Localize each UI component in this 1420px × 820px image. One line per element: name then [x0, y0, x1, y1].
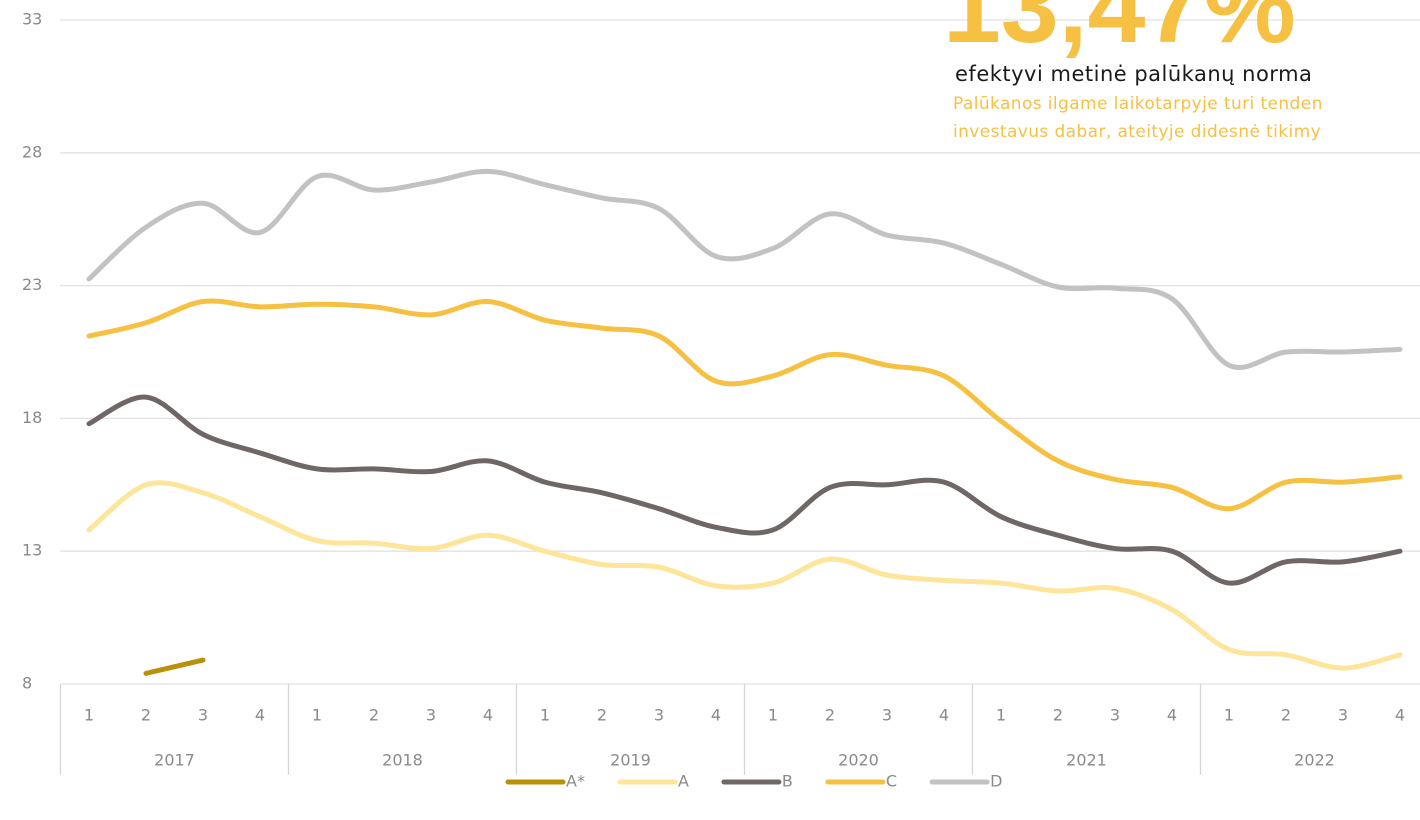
subtitle: efektyvi metinė palūkanų norma: [955, 62, 1312, 86]
x-tick-label: 3: [1338, 706, 1348, 725]
legend: A* A B C D: [505, 772, 1002, 791]
x-tick-label: 1: [1224, 706, 1234, 725]
x-tick-label: 1: [996, 706, 1006, 725]
group-label: 2020: [838, 751, 879, 770]
x-tick-label: 4: [939, 706, 949, 725]
group-label: 2017: [154, 751, 195, 770]
x-tick-label: 3: [654, 706, 664, 725]
x-tick-label: 1: [84, 706, 94, 725]
y-tick-label: 18: [22, 408, 42, 427]
y-tick-label: 8: [22, 674, 32, 693]
x-tick-label: 2: [825, 706, 835, 725]
x-tick-label: 4: [483, 706, 493, 725]
x-tick-label: 4: [1395, 706, 1405, 725]
y-tick-label: 23: [22, 275, 42, 294]
line-series: [86, 298, 1403, 512]
x-tick-label: 1: [540, 706, 550, 725]
y-tick-label: 13: [22, 541, 42, 560]
group-label: 2022: [1294, 751, 1335, 770]
note-line: Palūkanos ilgame laikotarpyje turi tende…: [953, 94, 1323, 114]
legend-label: D: [990, 772, 1002, 791]
x-tick-label: 2: [597, 706, 607, 725]
x-tick-label: 3: [882, 706, 892, 725]
legend-label: C: [886, 772, 897, 791]
legend-label: A*: [566, 772, 585, 791]
line-series: [143, 657, 206, 676]
x-tick-label: 2: [141, 706, 151, 725]
y-tick-label: 33: [22, 10, 42, 29]
x-tick-label: 2: [369, 706, 379, 725]
group-label: 2019: [610, 751, 651, 770]
legend-label: B: [782, 772, 793, 791]
x-tick-label: 4: [1167, 706, 1177, 725]
note-line: investavus dabar, ateityje didesnė tikim…: [953, 122, 1321, 142]
x-tick-label: 1: [768, 706, 778, 725]
group-label: 2021: [1066, 751, 1107, 770]
line-series: [86, 168, 1403, 370]
x-tick-label: 2: [1281, 706, 1291, 725]
x-tick-label: 4: [711, 706, 721, 725]
x-tick-label: 3: [198, 706, 208, 725]
headline: 13,47%: [943, 0, 1296, 65]
y-tick-label: 28: [22, 142, 42, 161]
line-series: [86, 480, 1403, 671]
x-tick-label: 1: [312, 706, 322, 725]
legend-label: A: [678, 772, 689, 791]
x-tick-label: 4: [255, 706, 265, 725]
x-tick-label: 2: [1053, 706, 1063, 725]
x-tick-label: 3: [426, 706, 436, 725]
group-label: 2018: [382, 751, 423, 770]
line-series: [86, 394, 1403, 586]
x-tick-label: 3: [1110, 706, 1120, 725]
